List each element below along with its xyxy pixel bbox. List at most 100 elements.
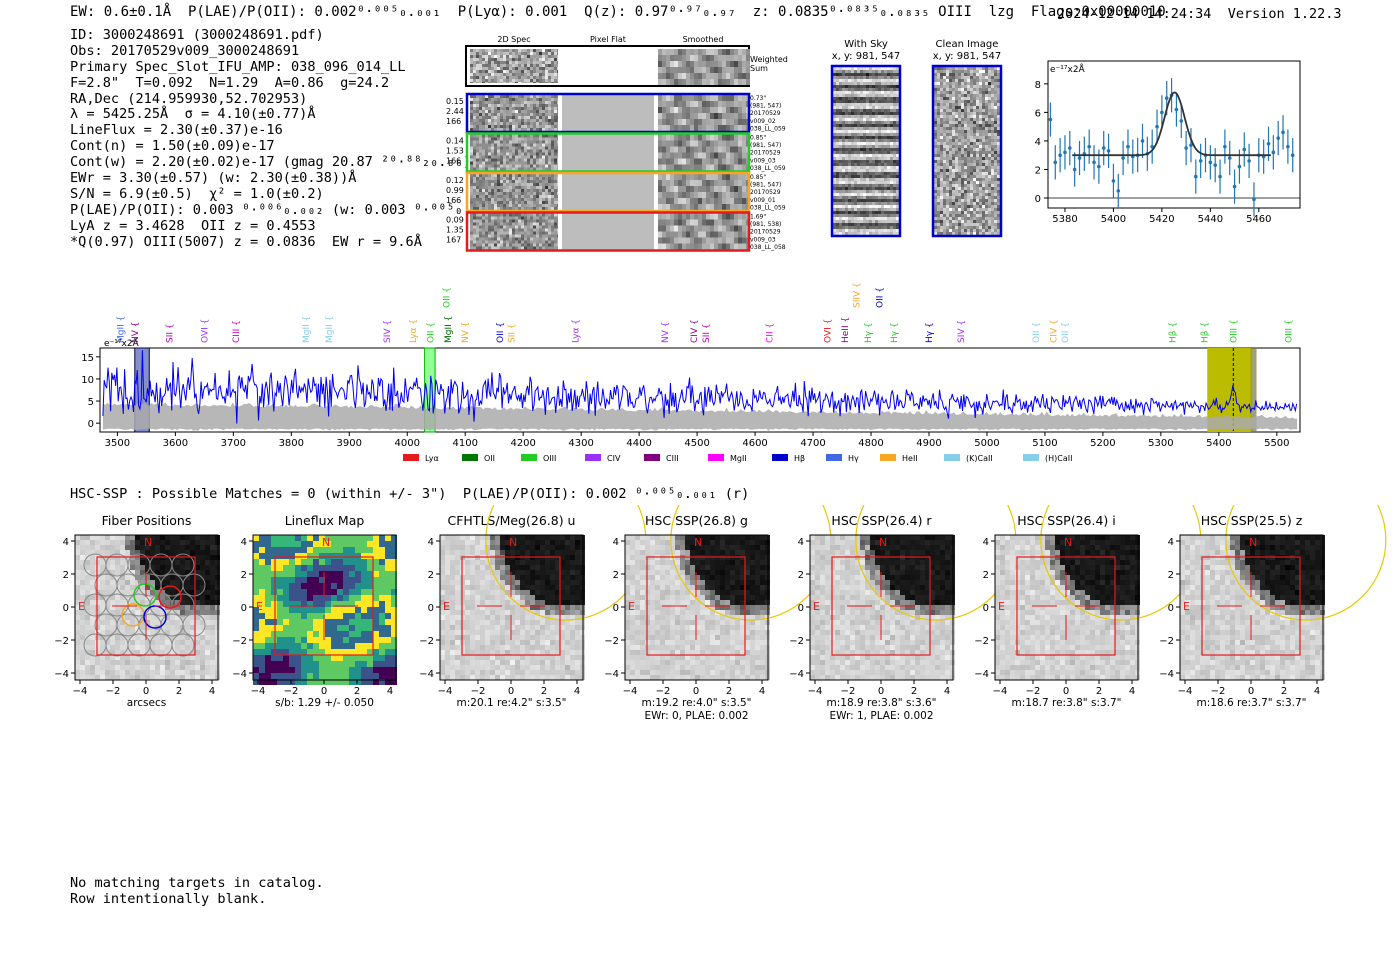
datetime-version: 2024-12-14 14:24:34 Version 1.22.3	[1057, 6, 1342, 22]
east-label: E	[256, 600, 263, 613]
spectrum-x-tick: 4700	[800, 438, 825, 449]
panel-y-tick: 4	[63, 537, 69, 548]
pixel-flat	[562, 134, 654, 171]
panel-x-tick: 4	[209, 686, 215, 697]
spectrum-x-tick: 4100	[452, 438, 477, 449]
legend-swatch	[403, 454, 419, 461]
panel-y-tick: 2	[613, 570, 619, 581]
legend-label: OII	[484, 454, 495, 463]
line-label: NV {	[661, 322, 671, 343]
row-spec-image	[470, 213, 558, 250]
row-right-label: (981, 547)	[750, 103, 781, 110]
zoom-units: e⁻¹⁷x2Å	[1050, 63, 1086, 75]
hsc-panel: HSC SSP(26.4) r N E −4 −2 0 2 4 4 2 0 −2 −4 m:18.9 re…	[789, 505, 1017, 722]
data-point	[1106, 149, 1111, 153]
panel-x-tick: −2	[284, 686, 299, 697]
panel-x-tick: −4	[1178, 686, 1193, 697]
data-point	[1111, 179, 1116, 183]
legend-label: (K)CaII	[966, 454, 993, 463]
panel-x-tick: 0	[143, 686, 149, 697]
panel-caption: m:18.6 re:3.7" s:3.7"	[1197, 697, 1307, 709]
east-label: E	[78, 600, 85, 613]
spectrum-x-tick: 4800	[858, 438, 883, 449]
legend-swatch	[772, 454, 788, 461]
row-left-label: 1.35	[446, 226, 464, 235]
panel-x-tick: 0	[1063, 686, 1069, 697]
panel-y-tick: −4	[789, 669, 804, 680]
data-point	[1252, 197, 1256, 202]
zoom-y-tick: 8	[1035, 80, 1041, 91]
info-line: λ = 5425.25Å σ = 4.10(±0.77)Å	[70, 106, 316, 123]
datetime: 2024-12-14 14:24:34	[1057, 6, 1212, 22]
north-label: N	[879, 536, 887, 549]
spectrum-x-tick: 5100	[1032, 438, 1057, 449]
legend-swatch	[880, 454, 896, 461]
panel-y-tick: 2	[798, 570, 804, 581]
east-label: E	[813, 600, 820, 613]
data-point	[1194, 174, 1198, 179]
data-point	[1126, 144, 1130, 149]
weighted-sum-label: Sum	[750, 64, 768, 73]
panel-y-tick: −2	[419, 636, 434, 647]
panel-y-tick: −4	[1159, 669, 1174, 680]
row-left-label: 0.99	[446, 186, 464, 195]
panel-x-tick: −4	[623, 686, 638, 697]
data-point	[1116, 189, 1121, 193]
with-sky-image	[833, 67, 899, 235]
data-point	[1077, 156, 1082, 160]
row-right-label: 038_LL_059	[750, 125, 786, 132]
data-point	[1198, 159, 1203, 163]
panel-y-tick: 0	[241, 603, 247, 614]
data-point	[1063, 150, 1067, 155]
line-label: CIII {	[232, 320, 242, 343]
footer-line: Row intentionally blank.	[70, 890, 267, 907]
panel-caption: EWr: 0, PLAE: 0.002	[644, 710, 748, 722]
panel-x-tick: 2	[176, 686, 182, 697]
data-point	[1101, 146, 1106, 150]
data-point	[1237, 164, 1242, 169]
sky-coords: x, y: 981, 547	[933, 51, 1002, 62]
panel-x-tick: 4	[1314, 686, 1320, 697]
panel-x-tick: 0	[693, 686, 699, 697]
flux-line	[102, 350, 1298, 424]
cutout-col-title: Pixel Flat	[590, 35, 626, 44]
cutout-col-title: Smoothed	[683, 35, 724, 44]
line-label: OII {	[496, 322, 506, 343]
info-line: Primary Spec_Slot_IFU_AMP: 038_096_014_L…	[70, 58, 406, 75]
weighted-sum-smoothed	[658, 49, 750, 85]
panel-x-tick: 4	[944, 686, 950, 697]
panel-y-tick: −4	[419, 669, 434, 680]
legend-label: CIII	[666, 454, 679, 463]
panel-y-tick: 4	[983, 537, 989, 548]
panel-y-tick: 2	[241, 570, 247, 581]
legend-swatch	[521, 454, 537, 461]
zoom-x-tick: 5400	[1101, 214, 1126, 225]
panel-y-tick: −4	[604, 669, 619, 680]
panel-x-tick: −2	[841, 686, 856, 697]
row-right-label: (981, 547)	[750, 182, 781, 189]
data-point	[1179, 119, 1184, 123]
row-spec-image	[470, 174, 558, 210]
data-point	[1218, 174, 1222, 179]
panel-x-tick: 2	[354, 686, 360, 697]
panel-y-tick: 4	[428, 537, 434, 548]
weighted-sum-label: Weighted	[750, 55, 788, 64]
legend-swatch	[944, 454, 960, 461]
line-label: SIV {	[383, 320, 393, 343]
panel-title: Lineflux Map	[285, 513, 365, 528]
data-point	[1092, 160, 1096, 165]
legend-label: HeII	[902, 454, 918, 463]
legend-swatch	[826, 454, 842, 461]
panel-x-tick: −4	[808, 686, 823, 697]
east-label: E	[628, 600, 635, 613]
imaging-panels: Fiber Positions N E −4 −2 0 2 4 4 2 0 −2 −4 arcsecs Li…	[54, 505, 1387, 722]
row-right-label: 20170529	[750, 150, 781, 157]
sky-frame	[931, 64, 1003, 238]
hsc-summary: HSC-SSP : Possible Matches = 0 (within +…	[70, 486, 750, 502]
sky-title: Clean Image	[936, 39, 999, 50]
info-line: EWr = 3.30(±0.57) (w: 2.30(±0.38))Å	[70, 170, 357, 187]
row-frame	[465, 92, 751, 134]
row-left-label: 2.44	[446, 107, 464, 116]
full-spectrum-chart: 3500 3600 3700 3800 3900 4000 4100 4200 4300 4400…	[81, 282, 1301, 463]
legend-swatch	[708, 454, 724, 461]
